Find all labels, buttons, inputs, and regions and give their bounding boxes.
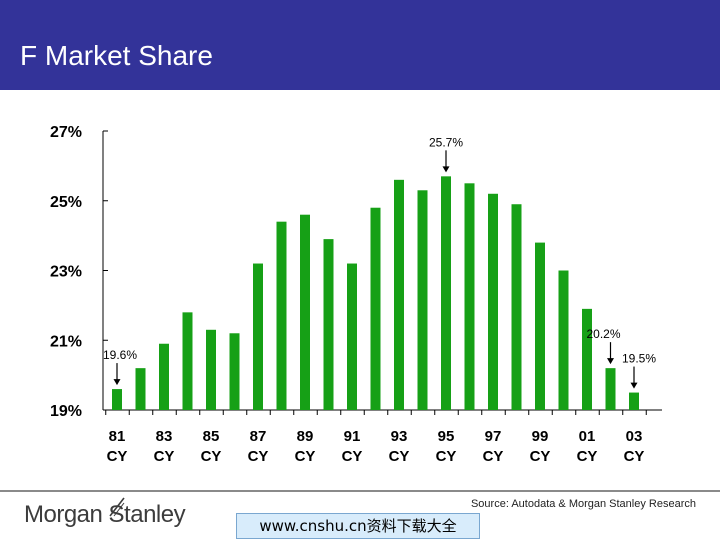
x-tick-label-year: 01 — [579, 428, 596, 445]
bar — [441, 176, 451, 410]
bar — [488, 193, 498, 410]
logo-slash-icon — [109, 497, 125, 517]
bar — [605, 368, 616, 410]
source-note: Source: Autodata & Morgan Stanley Resear… — [470, 498, 696, 510]
x-tick-label-suffix: CY — [624, 448, 645, 465]
bar — [112, 389, 122, 410]
x-tick-label-year: 03 — [626, 428, 643, 445]
x-tick-label-year: 99 — [532, 428, 549, 445]
bar — [394, 179, 404, 410]
bar — [323, 239, 334, 410]
x-tick-label-suffix: CY — [530, 448, 551, 465]
x-tick-label-year: 89 — [297, 428, 314, 445]
x-tick-label-year: 81 — [109, 428, 126, 445]
bar — [135, 368, 146, 410]
market-share-chart: 19% 21% 23% 25% 27% 81 CY 83 CY 85 CY 87 CY 89 CY 91 CY 9… — [50, 124, 662, 465]
annotation-arrow-head — [442, 166, 450, 173]
annotation-arrow-head — [607, 358, 614, 365]
bar — [347, 263, 357, 410]
x-tick-label-suffix: CY — [201, 448, 222, 465]
data-label: 19.6% — [103, 348, 137, 362]
x-tick-label-suffix: CY — [342, 448, 363, 465]
x-tick-label-year: 85 — [203, 428, 220, 445]
slide-title: F Market Share — [20, 40, 213, 71]
title-bar: F Market Share — [0, 0, 720, 90]
y-tick-label: 21% — [50, 333, 82, 350]
data-label: 25.7% — [429, 135, 463, 149]
x-tick-label-year: 87 — [250, 428, 267, 445]
bar — [276, 221, 287, 410]
bar — [629, 392, 639, 410]
bar — [511, 204, 522, 410]
x-tick-label-year: 95 — [438, 428, 455, 445]
x-tick-label-suffix: CY — [154, 448, 175, 465]
x-tick-label-year: 91 — [344, 428, 361, 445]
bar — [417, 190, 428, 410]
morgan-stanley-logo: Morgan Stanley — [24, 501, 186, 528]
x-tick-label-suffix: CY — [295, 448, 316, 465]
x-tick-label-suffix: CY — [107, 448, 128, 465]
bar — [558, 270, 569, 410]
bar — [206, 329, 216, 410]
watermark-banner: www.cnshu.cn资料下载大全 — [236, 513, 480, 539]
y-tick-label: 25% — [50, 194, 82, 211]
bar — [253, 263, 263, 410]
bar — [370, 207, 381, 410]
x-tick-label-year: 93 — [391, 428, 408, 445]
x-tick-label-year: 97 — [485, 428, 502, 445]
footer-divider — [0, 490, 720, 492]
x-tick-label-suffix: CY — [389, 448, 410, 465]
bar — [182, 312, 193, 410]
x-tick-label-suffix: CY — [577, 448, 598, 465]
data-label: 20.2% — [587, 327, 621, 341]
bar — [582, 308, 592, 410]
data-label: 19.5% — [622, 352, 656, 366]
annotation-arrow-head — [630, 382, 638, 389]
y-tick-label: 19% — [50, 403, 82, 420]
bar — [159, 343, 169, 410]
x-tick-label-suffix: CY — [248, 448, 269, 465]
y-tick-label: 23% — [50, 264, 82, 281]
bar — [535, 242, 545, 410]
x-tick-label-suffix: CY — [436, 448, 457, 465]
y-tick-label: 27% — [50, 124, 82, 141]
bar — [300, 214, 310, 410]
bar — [229, 333, 240, 410]
annotation-arrow-head — [113, 379, 121, 386]
bar — [464, 183, 475, 410]
x-tick-label-suffix: CY — [483, 448, 504, 465]
x-tick-label-year: 83 — [156, 428, 173, 445]
